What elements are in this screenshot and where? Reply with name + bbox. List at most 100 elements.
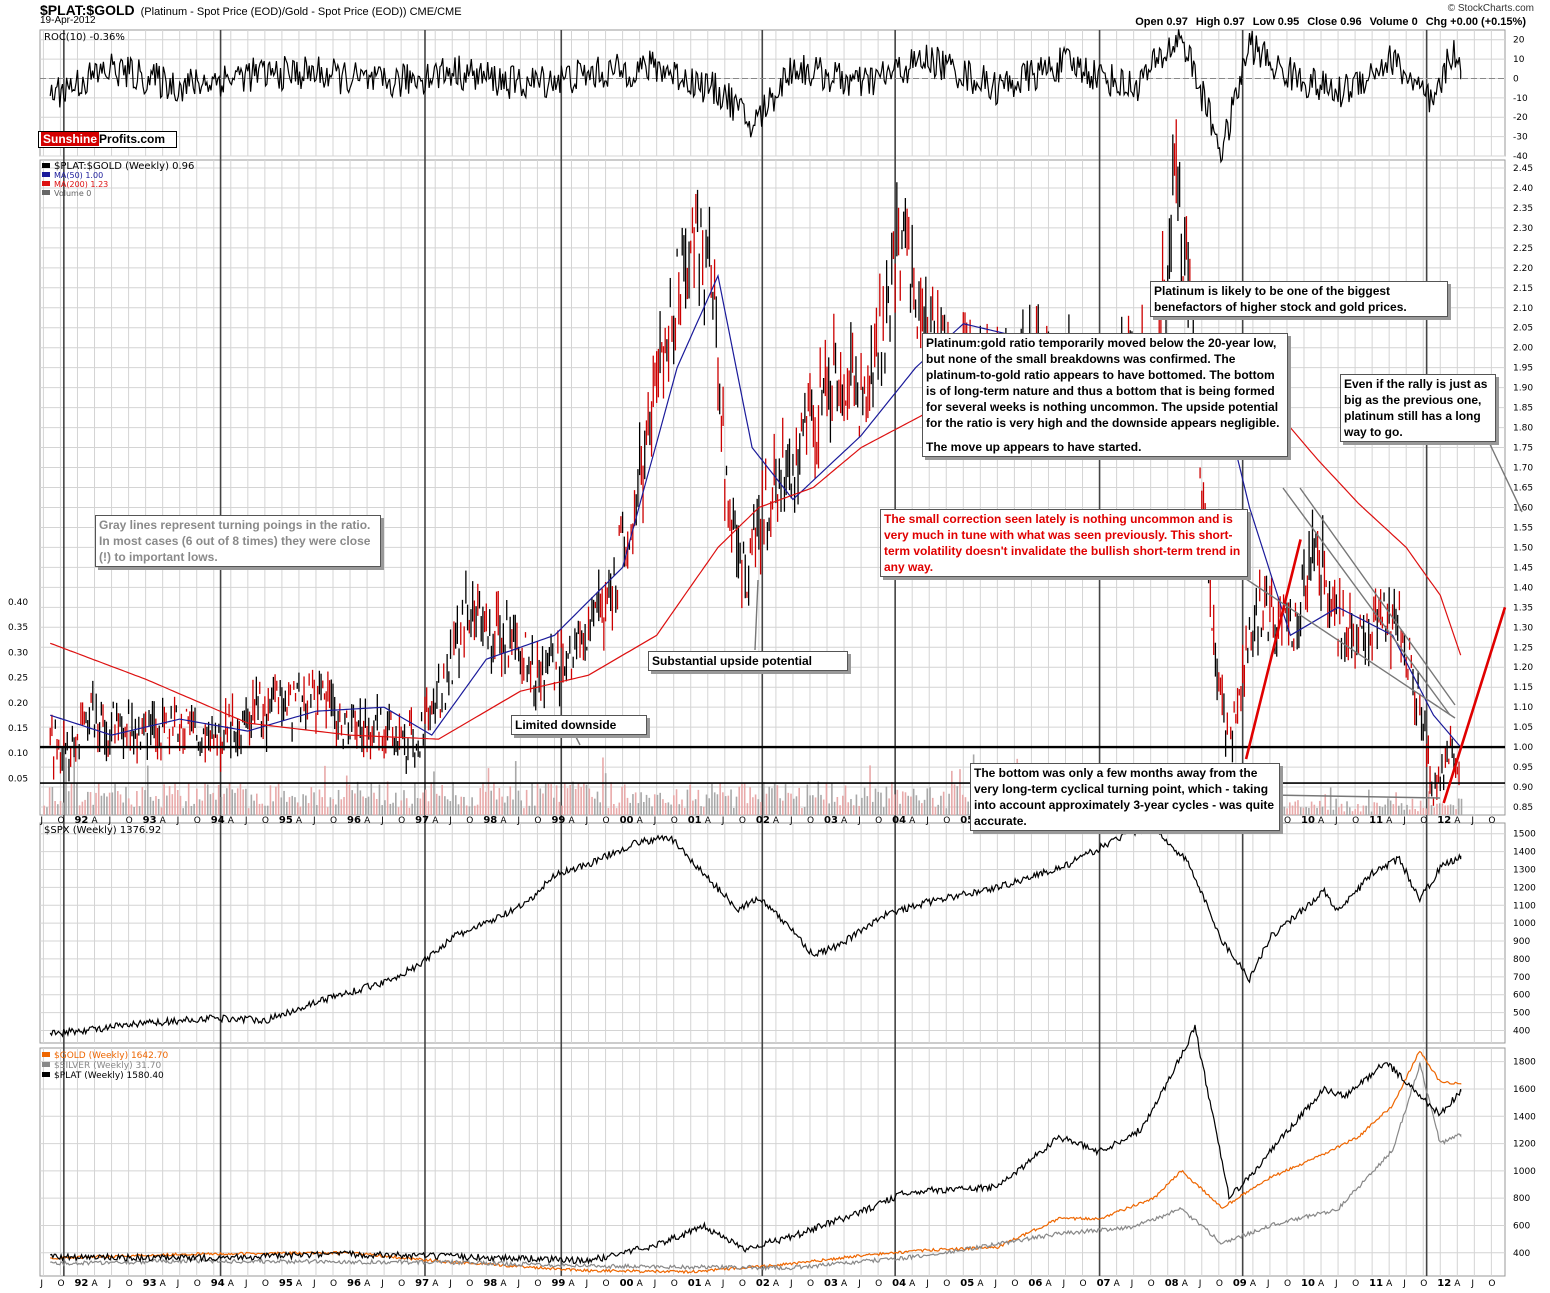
volume-bar [809,795,811,815]
x-axis-label: J [516,1279,520,1289]
volume-bar [411,803,413,815]
ratio-y-tick: 1.65 [1513,484,1533,494]
volume-bar [961,794,964,815]
x-axis-label: O [943,816,950,826]
note-ratio-bottom: Platinum:gold ratio temporarily moved be… [922,333,1288,457]
volume-bar [673,795,675,815]
volume-bar [967,801,969,815]
annotation-pointer [1299,487,1456,706]
volume-bar [806,784,809,815]
volume-bar [193,803,195,815]
volume-bar [825,782,828,815]
volume-bar [634,792,637,815]
volume-bar [212,792,214,815]
x-axis-label: A [1318,1279,1325,1289]
volume-bar [1419,800,1422,815]
volume-bar [602,757,604,815]
volume-bar [201,800,204,815]
x-axis-label: J [1470,816,1474,826]
stockcharts-brand: © StockCharts.com [1447,3,1534,14]
volume-bar [645,794,648,815]
metals-legend-label: $GOLD (Weekly) 1642.70 [54,1051,168,1061]
x-axis-label: O [671,816,678,826]
volume-bar [1457,798,1460,815]
volume-bar [196,788,198,815]
symbol-title: $PLAT:$GOLD [40,2,135,18]
x-axis-label: O [1080,1279,1087,1289]
ratio-y-tick: 2.00 [1513,344,1533,354]
logo-part-1: Sunshine [41,132,100,146]
volume-bar [446,799,449,815]
volume-bar [495,799,498,815]
x-axis-label: J [585,816,589,826]
volume-bar [1324,794,1327,815]
volume-bar [152,800,155,815]
volume-bar [525,789,528,815]
volume-bar [746,803,749,815]
volume-bar [204,783,206,815]
annotation-pointer [1239,574,1456,719]
ratio-legend-label: Volume 0 [54,189,91,198]
roc-y-tick: -10 [1513,94,1528,104]
volume-bar [340,799,343,815]
volume-bar [572,781,574,815]
ratio-legend-label: MA(200) 1.23 [54,180,108,189]
ratio-y-tick: 1.10 [1513,703,1533,713]
x-axis-label: J [108,1279,112,1289]
x-axis-label: O [466,1279,473,1289]
chart-date: 19-Apr-2012 [40,15,96,26]
volume-bar [803,806,806,815]
ratio-legend-swatch [42,163,50,168]
volume-bar [444,796,446,815]
volume-bar [1346,801,1348,815]
volume-bar [116,791,119,815]
x-axis-label: J [39,816,43,826]
x-axis-label: O [603,816,610,826]
volume-bar [155,796,157,815]
volume-bar [206,784,209,815]
volume-value: Volume 0 [1369,16,1418,28]
x-axis-label: 02 [756,815,770,826]
volume-bar [749,787,751,815]
volume-bar [408,807,411,815]
volume-bar [299,806,302,815]
ratio-y-tick: 1.50 [1513,543,1533,553]
rally-trend-line [1244,539,1302,760]
volume-bar [1422,807,1425,815]
ratio-legend-swatch [42,172,50,177]
volume-bar [506,796,509,815]
ratio-legend-swatch [42,190,50,195]
volume-bar [67,791,70,815]
volume-bar [651,806,653,815]
x-axis-label: A [1045,1279,1052,1289]
volume-bar [185,801,187,815]
volume-bar [449,801,452,815]
silver-line [50,1062,1462,1272]
volume-bar [441,784,443,815]
x-axis-label: J [1062,1279,1066,1289]
spx-y-tick: 700 [1513,973,1530,983]
metals-y-tick: 400 [1513,1249,1530,1259]
gold-line [50,1050,1462,1275]
volume-bar [1414,808,1416,815]
volume-bar [433,771,435,815]
volume-bar [427,801,430,815]
volume-bar [1316,807,1318,815]
volume-bar [187,782,190,815]
x-axis-label: J [653,1279,657,1289]
x-axis-label: O [330,1279,337,1289]
volume-bar [176,789,179,815]
x-axis-label: A [92,1279,99,1289]
x-axis-label: 92 [74,815,88,826]
note-ratio-bottom-main: Platinum:gold ratio temporarily moved be… [926,336,1280,430]
volume-bar [871,801,874,815]
annotation-pointer [1269,794,1441,799]
volume-bar [1321,806,1324,815]
volume-bar [307,803,310,815]
volume-bar [1351,811,1354,815]
volume-bar [934,806,937,815]
close-value: Close 0.96 [1307,16,1362,28]
ratio-legend-label: $PLAT:$GOLD (Weekly) 0.96 [54,161,194,172]
volume-bar [231,789,234,815]
volume-bar [329,797,332,815]
